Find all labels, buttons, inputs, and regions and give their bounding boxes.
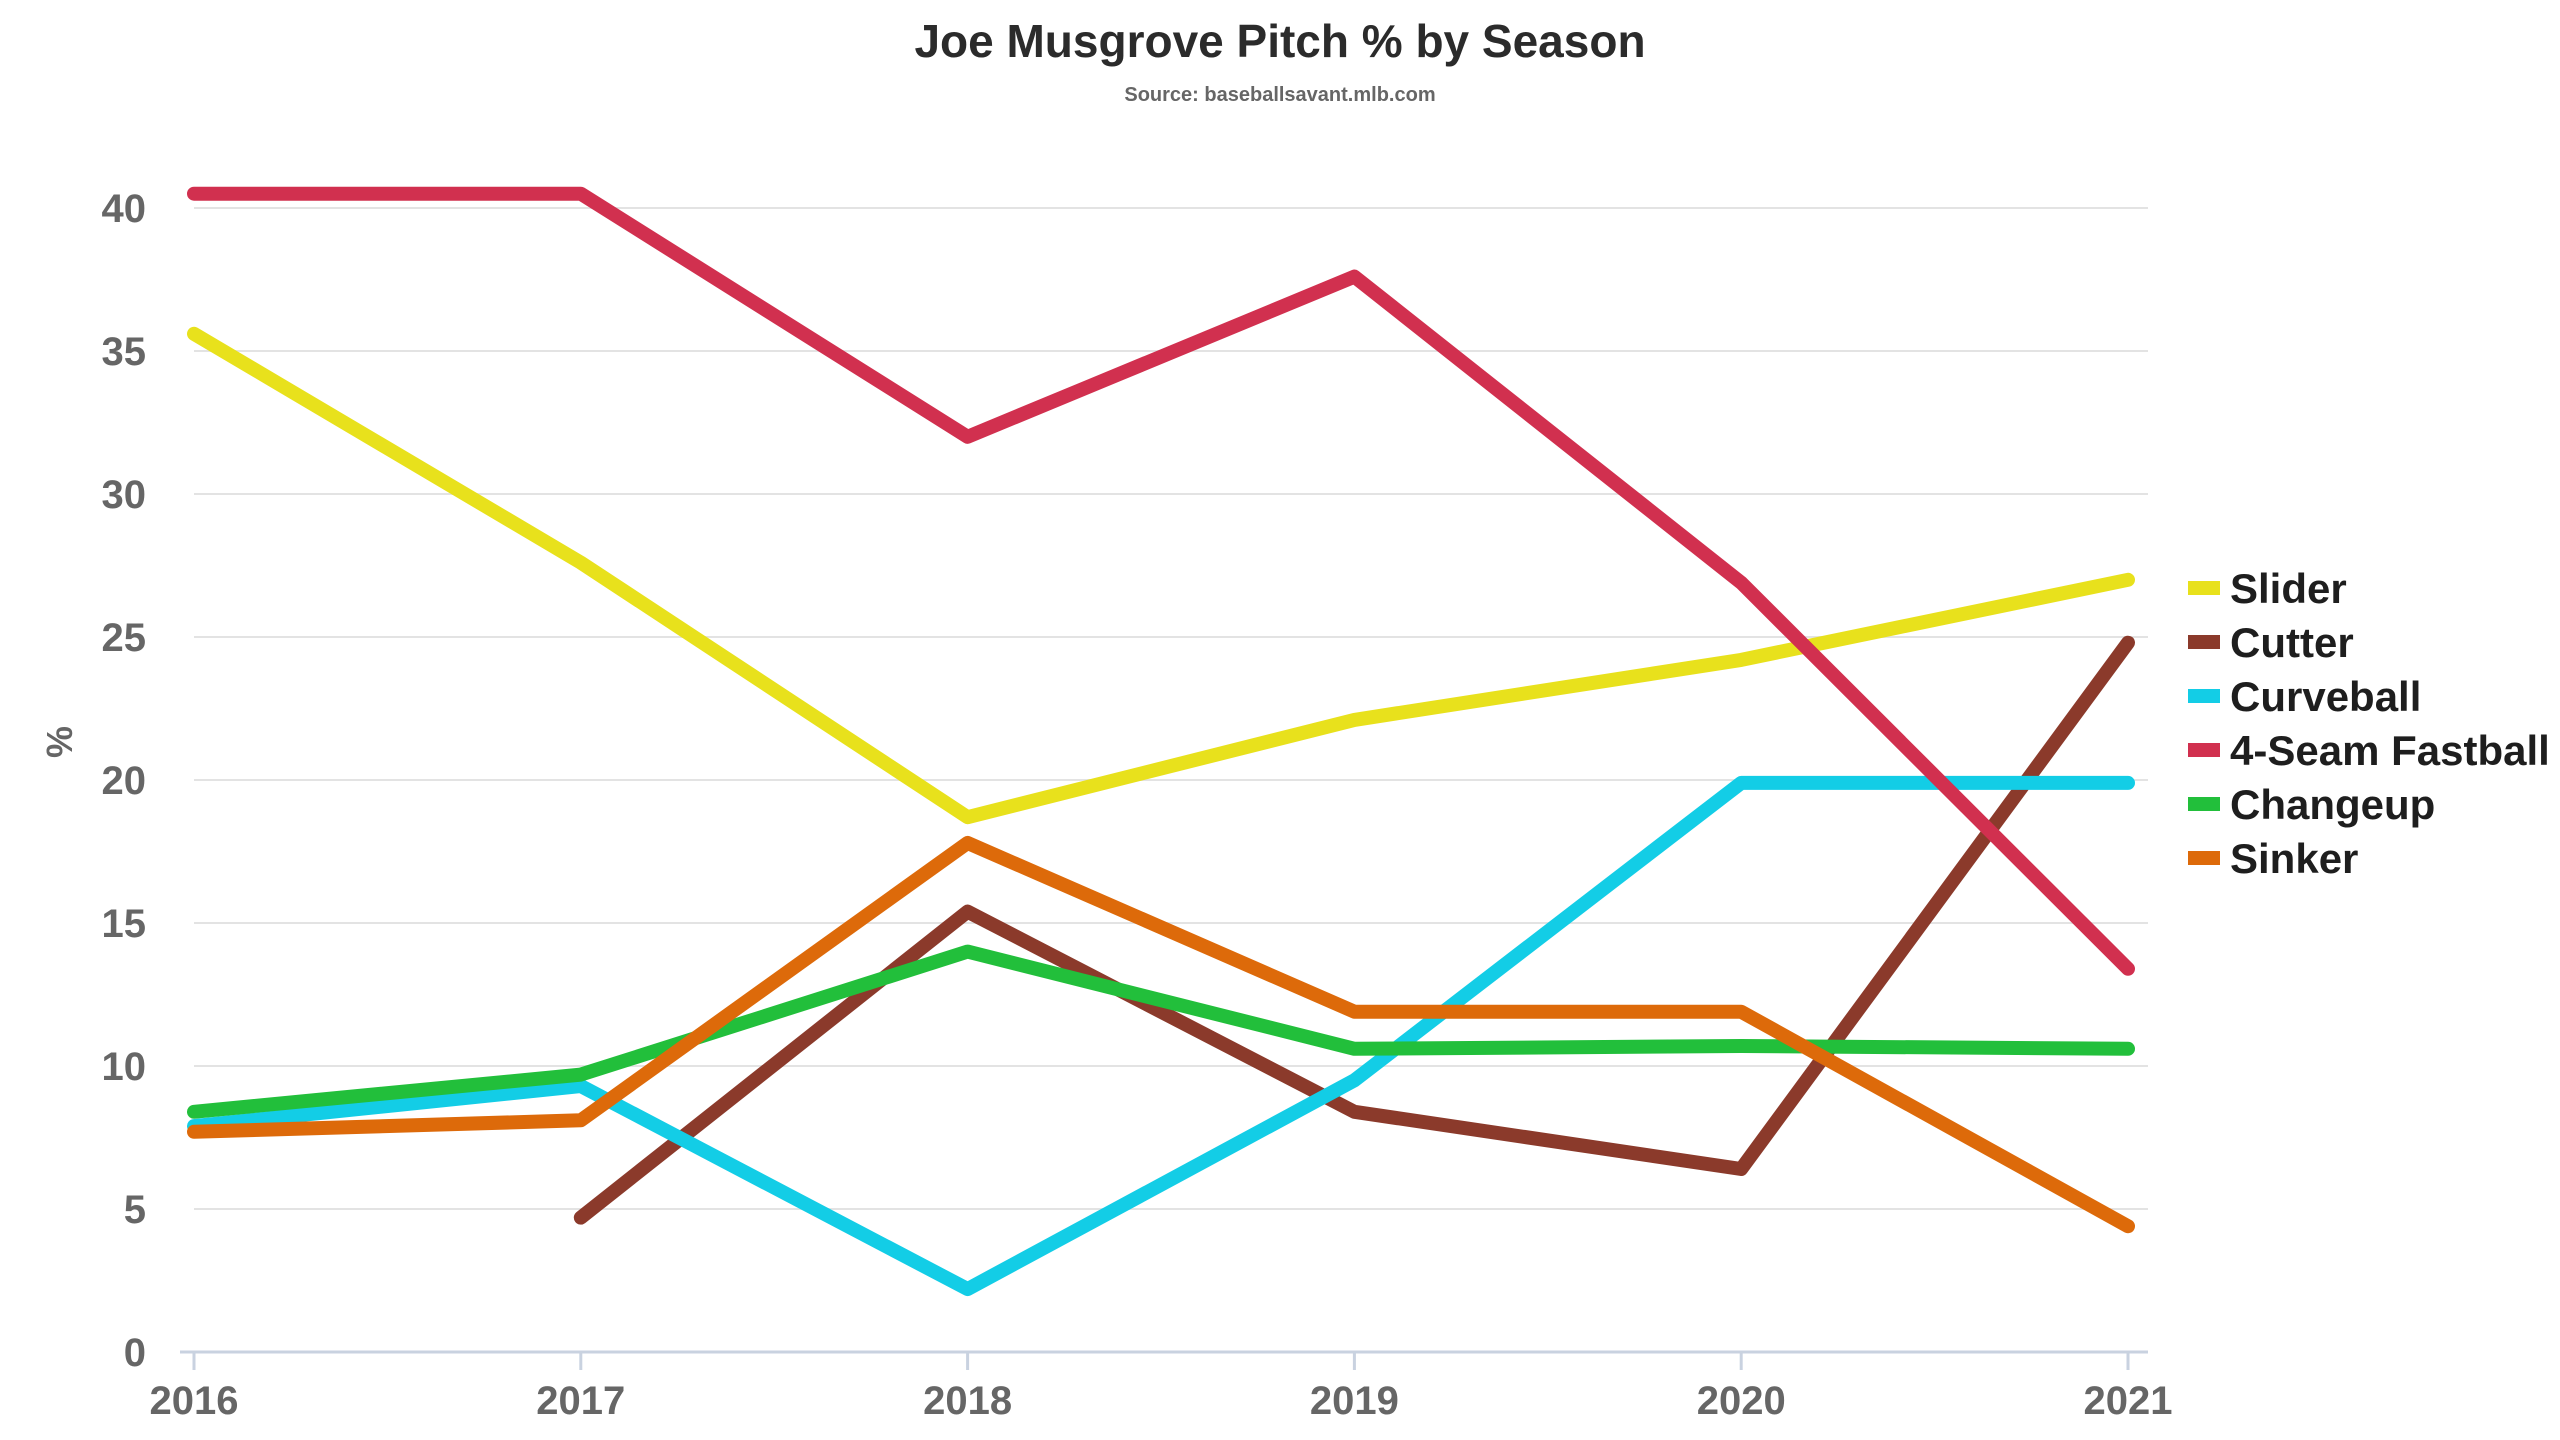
y-tick-label: 25 bbox=[102, 616, 147, 660]
x-tick-label: 2018 bbox=[923, 1379, 1012, 1423]
legend-item-sinker[interactable]: Sinker bbox=[2188, 835, 2358, 882]
chart-title: Joe Musgrove Pitch % by Season bbox=[914, 15, 1646, 67]
legend-label: Slider bbox=[2230, 565, 2347, 612]
y-tick-label: 35 bbox=[102, 330, 147, 374]
x-tick-label: 2016 bbox=[150, 1379, 239, 1423]
y-tick-label: 30 bbox=[102, 473, 147, 517]
legend[interactable]: Slider Cutter Curveball 4-Seam Fastball Chan… bbox=[2188, 565, 2550, 882]
series-line-slider bbox=[187, 326, 2135, 825]
legend-item-curveball[interactable]: Curveball bbox=[2188, 673, 2421, 720]
legend-item-slider[interactable]: Slider bbox=[2188, 565, 2347, 612]
axes: 0 5 10 15 20 25 30 35 40 2016 2017 2018 2019 2020 2021… bbox=[39, 187, 2172, 1423]
series-line-curveball bbox=[187, 775, 2135, 1297]
y-tick-label: 15 bbox=[102, 902, 147, 946]
legend-item-cutter[interactable]: Cutter bbox=[2188, 619, 2354, 666]
series-lines bbox=[187, 186, 2135, 1297]
legend-item-4-seam-fastball[interactable]: 4-Seam Fastball bbox=[2188, 727, 2550, 774]
legend-label: Sinker bbox=[2230, 835, 2358, 882]
x-tick-label: 2017 bbox=[536, 1379, 625, 1423]
y-tick-label: 40 bbox=[102, 187, 147, 231]
y-tick-label: 5 bbox=[124, 1188, 146, 1232]
x-tick-label: 2021 bbox=[2084, 1379, 2173, 1423]
legend-label: Curveball bbox=[2230, 673, 2421, 720]
x-tick-label: 2019 bbox=[1310, 1379, 1399, 1423]
legend-label: Changeup bbox=[2230, 781, 2435, 828]
chart-subtitle: Source: baseballsavant.mlb.com bbox=[1124, 84, 1436, 106]
y-tick-label: 10 bbox=[102, 1045, 147, 1089]
y-tick-label: 0 bbox=[124, 1331, 146, 1375]
y-axis-title: % bbox=[39, 726, 80, 758]
legend-item-changeup[interactable]: Changeup bbox=[2188, 781, 2435, 828]
legend-label: Cutter bbox=[2230, 619, 2354, 666]
legend-label: 4-Seam Fastball bbox=[2230, 727, 2550, 774]
series-line-4-seam-fastball bbox=[187, 186, 2135, 976]
x-tick-label: 2020 bbox=[1697, 1379, 1786, 1423]
y-tick-label: 20 bbox=[102, 759, 147, 803]
series-line-sinker bbox=[187, 835, 2135, 1234]
series-line-cutter bbox=[573, 635, 2135, 1225]
